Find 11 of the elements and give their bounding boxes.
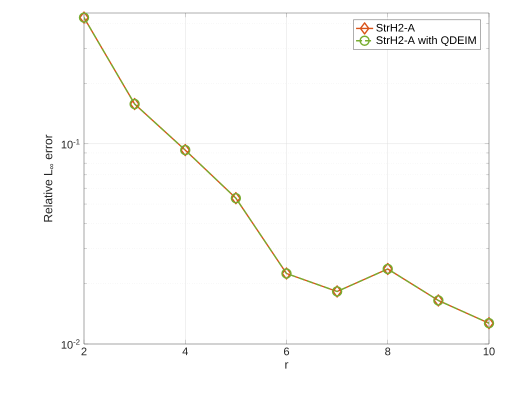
y-tick-label: 10$^{-2}$	[62, 339, 80, 349]
x-tick-label: 4	[182, 348, 188, 356]
x-tick-label: 6	[284, 348, 290, 356]
y-tick-label: 10$^{-1}$	[62, 139, 80, 148]
x-tick-label: 2	[81, 348, 87, 356]
x-axis-title: r	[285, 362, 288, 369]
legend-label: StrH2-A	[376, 24, 415, 32]
y-axis-title: Relative L$_{∞}$ error	[44, 134, 54, 222]
x-tick-label: 10	[484, 348, 495, 356]
legend-label: StrH2-A with QDEIM	[376, 36, 476, 46]
x-tick-label: 8	[385, 348, 390, 356]
